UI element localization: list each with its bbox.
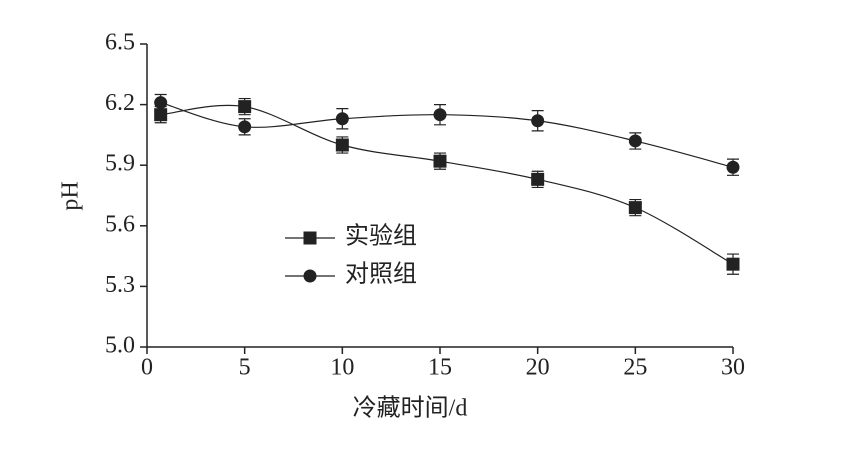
- legend-label: 对照组: [345, 261, 417, 288]
- data-point: [335, 138, 349, 152]
- data-point: [726, 257, 740, 271]
- legend-label: 实验组: [345, 223, 417, 250]
- x-tick-label: 30: [721, 355, 745, 381]
- x-tick-label: 0: [141, 355, 153, 381]
- data-point: [531, 114, 545, 128]
- x-tick-label: 15: [428, 355, 452, 381]
- data-point: [628, 134, 642, 148]
- y-tick-label: 5.6: [105, 211, 135, 237]
- y-tick-label: 5.3: [105, 272, 135, 298]
- data-point: [628, 201, 642, 215]
- data-point: [238, 120, 252, 134]
- x-axis-label: 冷藏时间/d: [353, 395, 468, 422]
- data-point: [154, 96, 168, 110]
- x-tick-label: 5: [239, 355, 251, 381]
- data-point: [433, 108, 447, 122]
- x-tick-label: 25: [623, 355, 647, 381]
- data-point: [238, 100, 252, 114]
- x-tick-label: 20: [526, 355, 550, 381]
- legend-marker: [303, 231, 317, 245]
- x-tick-label: 10: [330, 355, 354, 381]
- data-point: [726, 160, 740, 174]
- data-point: [335, 112, 349, 126]
- y-tick-label: 5.0: [105, 333, 135, 359]
- data-point: [531, 172, 545, 186]
- data-point: [433, 154, 447, 168]
- y-tick-label: 5.9: [105, 151, 135, 177]
- y-tick-label: 6.5: [105, 30, 135, 56]
- y-tick-label: 6.2: [105, 90, 135, 116]
- legend-marker: [303, 269, 317, 283]
- y-axis-label: pH: [58, 181, 84, 210]
- data-point: [154, 108, 168, 122]
